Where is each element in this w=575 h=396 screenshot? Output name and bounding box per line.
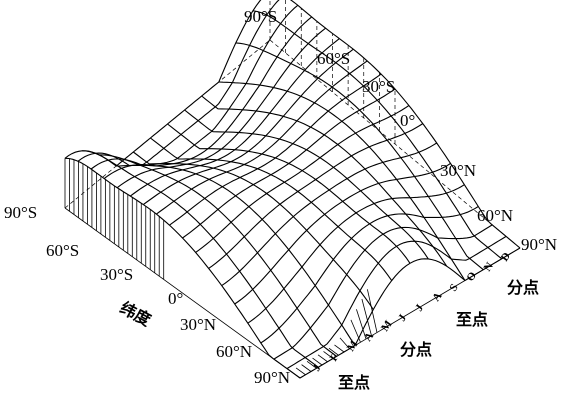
mesh-month-line xyxy=(184,109,429,260)
month-label: J xyxy=(311,362,324,374)
front-wall-hatch xyxy=(312,357,323,366)
front-wall-hatch xyxy=(306,361,317,369)
season-equinox-right: 分点 xyxy=(507,278,539,297)
mesh-month-line xyxy=(150,137,393,281)
front-lat-30s: 30°S xyxy=(100,265,133,284)
mesh-month-line xyxy=(252,10,503,260)
mesh-latitude-line xyxy=(234,162,451,305)
mesh-month-line xyxy=(167,123,411,264)
season-solstice-front: 至点 xyxy=(338,373,370,392)
front-wall-hatch xyxy=(350,319,361,343)
month-label: A xyxy=(430,290,444,303)
front-lat-60s: 60°S xyxy=(46,241,79,260)
mesh-latitude-line xyxy=(129,38,340,197)
month-label: N xyxy=(482,260,496,273)
back-lat-30s: 30°S xyxy=(362,77,395,96)
mesh-month-line xyxy=(99,154,338,357)
back-lat-30n: 30°N xyxy=(440,161,476,180)
month-label: M xyxy=(379,318,395,334)
month-label: O xyxy=(464,269,479,283)
front-wall-hatch xyxy=(328,347,339,356)
front-lat-0: 0° xyxy=(168,289,183,308)
month-label: J xyxy=(413,302,426,314)
month-label: J xyxy=(396,312,409,324)
front-wall-hatch xyxy=(356,309,367,340)
back-lat-60n: 60°N xyxy=(477,206,513,225)
front-latitude-labels: 90°S 60°S 30°S 0° 30°N 60°N 90°N xyxy=(4,203,290,387)
mesh-month-line xyxy=(201,95,448,267)
front-wall-hatch xyxy=(334,344,345,353)
back-lat-0: 0° xyxy=(400,111,415,130)
month-label: D xyxy=(499,250,513,263)
front-lat-90n: 90°N xyxy=(254,368,290,387)
mesh-latitude-line xyxy=(286,235,507,370)
mesh-month-line xyxy=(132,151,374,310)
front-wall-hatch xyxy=(295,367,306,376)
back-lat-90n: 90°N xyxy=(521,235,557,254)
back-lat-90s: 90°S xyxy=(244,7,277,26)
back-latitude-labels: 90°S 60°S 30°S 0° 30°N 60°N 90°N xyxy=(244,7,557,254)
month-label: S xyxy=(447,282,460,294)
left-wall xyxy=(64,158,165,280)
front-lat-30n: 30°N xyxy=(180,315,216,334)
season-equinox-front: 分点 xyxy=(400,340,432,359)
front-wall-hatch xyxy=(301,364,312,372)
front-lat-90s: 90°S xyxy=(4,203,37,222)
latitude-axis-title: 纬度 xyxy=(117,298,155,330)
month-label: A xyxy=(362,330,376,343)
month-label: M xyxy=(345,338,361,354)
front-wall-hatch xyxy=(361,298,372,336)
season-solstice-right: 至点 xyxy=(456,310,488,329)
mesh-latitude-line xyxy=(156,60,368,215)
mesh-month-line xyxy=(64,157,301,379)
base-plane xyxy=(64,39,521,379)
month-label: F xyxy=(328,351,342,364)
mesh-month-line xyxy=(116,164,356,346)
mesh-month-line xyxy=(82,150,319,368)
front-wall-hatch xyxy=(339,337,350,350)
back-lat-60s: 60°S xyxy=(317,49,350,68)
mesh-month-line xyxy=(235,42,484,271)
surface-mesh xyxy=(64,0,521,379)
front-wall-hatch xyxy=(323,351,334,359)
mesh-month-line xyxy=(289,0,521,249)
front-wall-hatch xyxy=(317,354,328,363)
front-lat-60n: 60°N xyxy=(216,342,252,361)
mesh-month-line xyxy=(218,81,466,281)
mesh-latitude-line xyxy=(247,184,465,324)
